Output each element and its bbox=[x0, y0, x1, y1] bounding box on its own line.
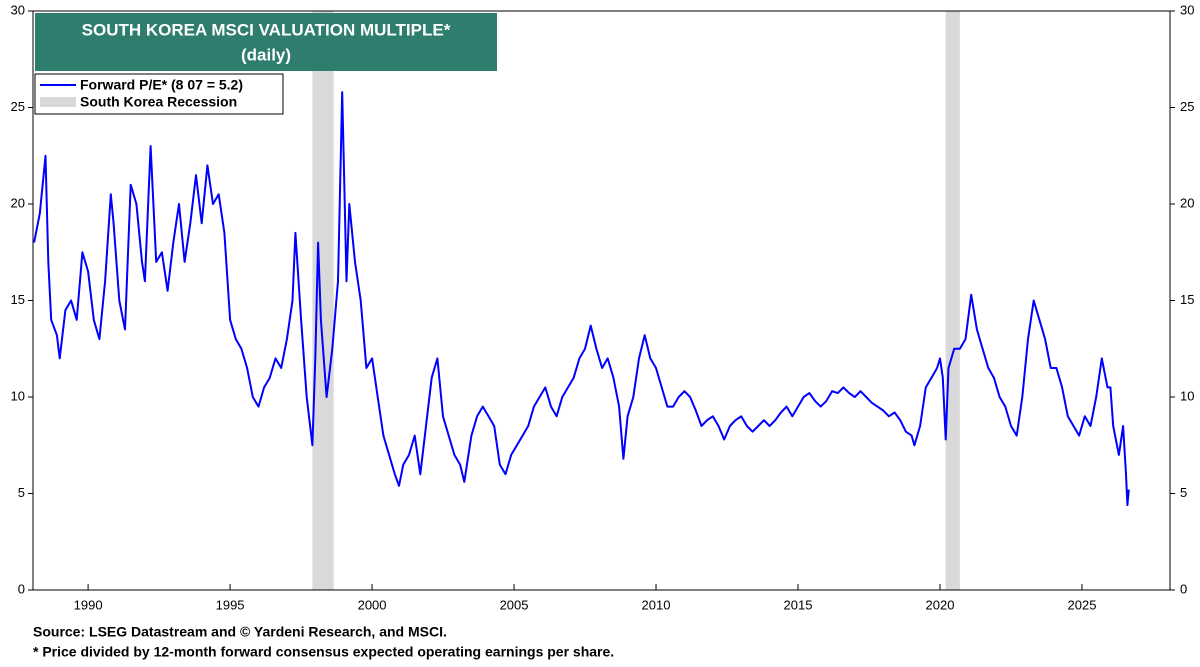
y-tick-label: 10 bbox=[11, 388, 25, 403]
legend-swatch bbox=[40, 97, 76, 107]
y-tick-label: 20 bbox=[11, 195, 25, 210]
x-tick-label: 1990 bbox=[74, 597, 103, 612]
y2-tick-label: 20 bbox=[1180, 195, 1194, 210]
recession-band bbox=[312, 11, 334, 590]
y2-tick-label: 0 bbox=[1180, 581, 1187, 596]
legend-label: South Korea Recession bbox=[80, 94, 237, 110]
y2-tick-label: 30 bbox=[1180, 2, 1194, 17]
chart-title: SOUTH KOREA MSCI VALUATION MULTIPLE* bbox=[82, 20, 451, 39]
line-series bbox=[33, 91, 1130, 507]
legend-box bbox=[34, 73, 284, 115]
y-tick-label: 0 bbox=[18, 581, 25, 596]
y-tick-label: 25 bbox=[11, 99, 25, 114]
footnote: * Price divided by 12-month forward cons… bbox=[33, 644, 614, 660]
legend-label: Forward P/E* (8 07 = 5.2) bbox=[80, 77, 243, 93]
y2-tick-label: 25 bbox=[1180, 99, 1194, 114]
chart-subtitle: (daily) bbox=[241, 45, 291, 64]
x-tick-label: 2020 bbox=[926, 597, 955, 612]
x-tick-label: 2025 bbox=[1068, 597, 1097, 612]
title-box bbox=[35, 13, 497, 71]
x-tick-label: 2000 bbox=[358, 597, 387, 612]
recession-band bbox=[945, 11, 960, 590]
x-tick-label: 1995 bbox=[216, 597, 245, 612]
y-tick-label: 15 bbox=[11, 292, 25, 307]
y2-tick-label: 5 bbox=[1180, 485, 1187, 500]
x-tick-label: 2010 bbox=[642, 597, 671, 612]
y-tick-label: 5 bbox=[18, 485, 25, 500]
y-tick-label: 30 bbox=[11, 2, 25, 17]
x-tick-label: 2005 bbox=[500, 597, 529, 612]
y2-tick-label: 15 bbox=[1180, 292, 1194, 307]
y2-tick-label: 10 bbox=[1180, 388, 1194, 403]
x-tick-label: 2015 bbox=[784, 597, 813, 612]
source-note: Source: LSEG Datastream and © Yardeni Re… bbox=[33, 624, 447, 640]
